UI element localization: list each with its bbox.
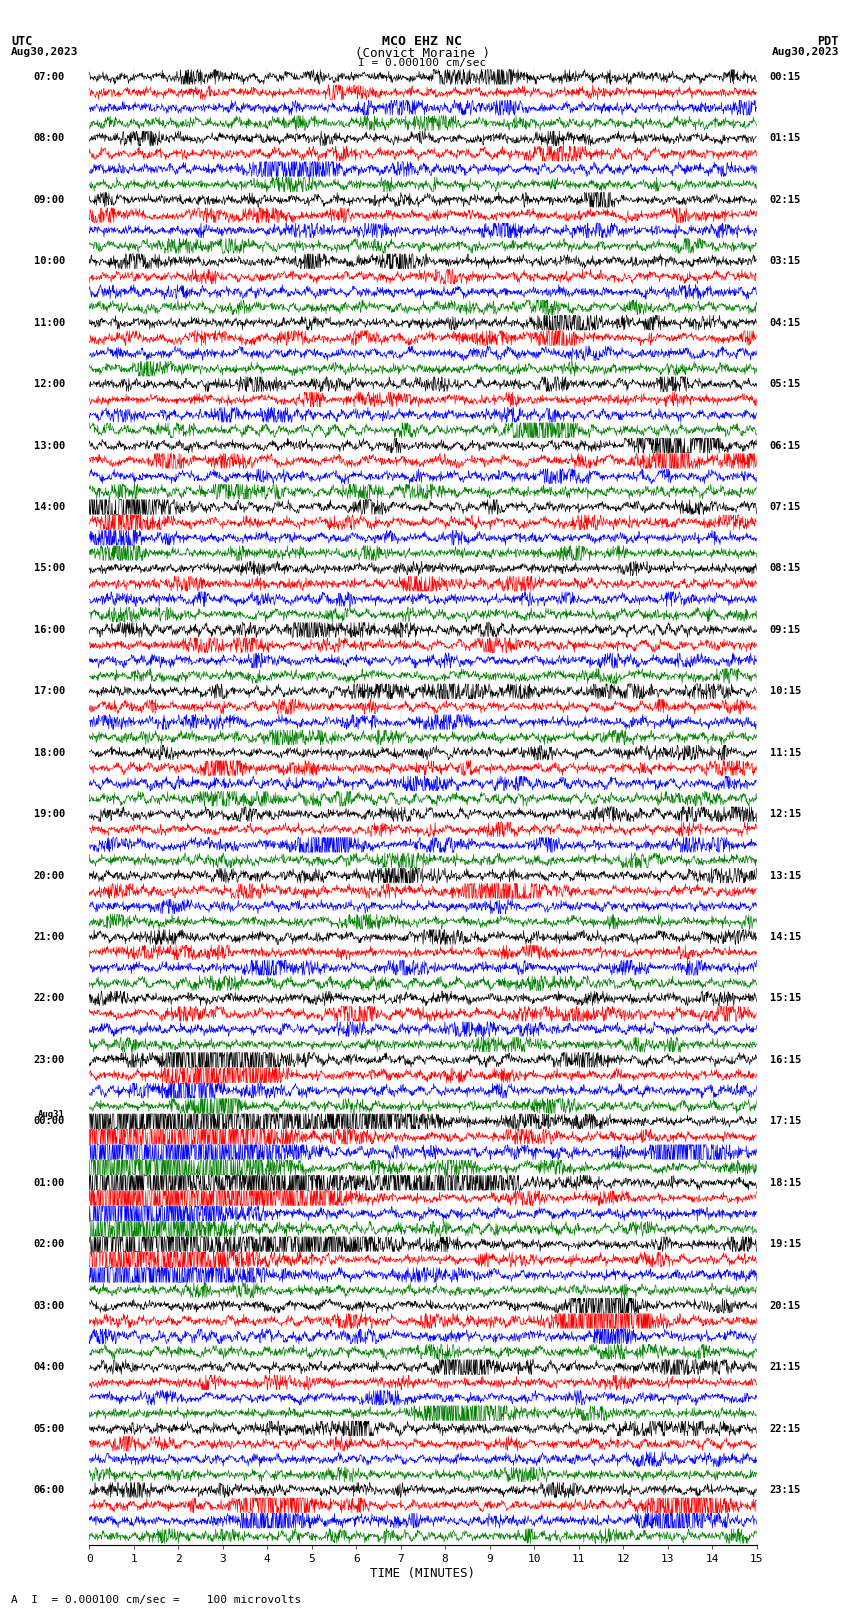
Text: 16:15: 16:15 [770,1055,801,1065]
Text: Aug31: Aug31 [38,1110,65,1119]
Text: 16:00: 16:00 [33,624,65,636]
Text: 04:00: 04:00 [33,1361,65,1373]
Text: 09:15: 09:15 [770,624,801,636]
Text: UTC: UTC [11,35,32,48]
Text: (Convict Moraine ): (Convict Moraine ) [355,47,490,60]
Text: 18:00: 18:00 [33,748,65,758]
Text: 20:15: 20:15 [770,1300,801,1311]
X-axis label: TIME (MINUTES): TIME (MINUTES) [371,1568,475,1581]
Text: 06:00: 06:00 [33,1486,65,1495]
Text: 07:15: 07:15 [770,502,801,511]
Text: 09:00: 09:00 [33,195,65,205]
Text: 21:00: 21:00 [33,932,65,942]
Text: 11:15: 11:15 [770,748,801,758]
Text: 05:00: 05:00 [33,1424,65,1434]
Text: 12:00: 12:00 [33,379,65,389]
Text: 13:15: 13:15 [770,871,801,881]
Text: 10:00: 10:00 [33,256,65,266]
Text: 12:15: 12:15 [770,810,801,819]
Text: 08:15: 08:15 [770,563,801,574]
Text: 20:00: 20:00 [33,871,65,881]
Text: 19:00: 19:00 [33,810,65,819]
Text: PDT: PDT [818,35,839,48]
Text: 00:15: 00:15 [770,73,801,82]
Text: 08:00: 08:00 [33,134,65,144]
Text: 14:15: 14:15 [770,932,801,942]
Text: 01:15: 01:15 [770,134,801,144]
Text: A  I  = 0.000100 cm/sec =    100 microvolts: A I = 0.000100 cm/sec = 100 microvolts [11,1595,301,1605]
Text: 22:00: 22:00 [33,994,65,1003]
Text: 17:15: 17:15 [770,1116,801,1126]
Text: 21:15: 21:15 [770,1361,801,1373]
Text: 04:15: 04:15 [770,318,801,327]
Text: 02:15: 02:15 [770,195,801,205]
Text: 15:15: 15:15 [770,994,801,1003]
Text: 22:15: 22:15 [770,1424,801,1434]
Text: 19:15: 19:15 [770,1239,801,1248]
Text: Aug30,2023: Aug30,2023 [11,47,78,56]
Text: 17:00: 17:00 [33,686,65,697]
Text: 23:00: 23:00 [33,1055,65,1065]
Text: 03:15: 03:15 [770,256,801,266]
Text: 06:15: 06:15 [770,440,801,450]
Text: Aug30,2023: Aug30,2023 [772,47,839,56]
Text: 00:00: 00:00 [33,1116,65,1126]
Text: 23:15: 23:15 [770,1486,801,1495]
Text: 14:00: 14:00 [33,502,65,511]
Text: 18:15: 18:15 [770,1177,801,1187]
Text: 02:00: 02:00 [33,1239,65,1248]
Text: 10:15: 10:15 [770,686,801,697]
Text: MCO EHZ NC: MCO EHZ NC [382,35,462,48]
Text: 01:00: 01:00 [33,1177,65,1187]
Text: 03:00: 03:00 [33,1300,65,1311]
Text: 15:00: 15:00 [33,563,65,574]
Text: 13:00: 13:00 [33,440,65,450]
Text: 05:15: 05:15 [770,379,801,389]
Text: 11:00: 11:00 [33,318,65,327]
Text: 07:00: 07:00 [33,73,65,82]
Text: I = 0.000100 cm/sec: I = 0.000100 cm/sec [359,58,486,68]
